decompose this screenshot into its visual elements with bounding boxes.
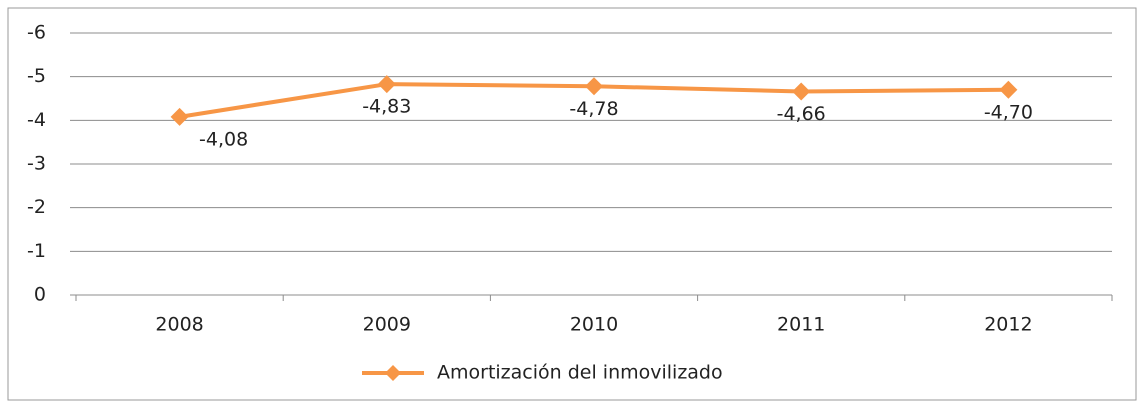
y-tick-label: -2: [27, 196, 46, 218]
x-tick-label: 2008: [155, 314, 203, 336]
data-point: [170, 107, 189, 126]
x-tick-label: 2011: [777, 314, 825, 336]
y-tick-label: -1: [27, 240, 46, 262]
data-point: [585, 77, 603, 96]
data-label: -4,70: [984, 101, 1033, 123]
y-tick-label: -5: [27, 65, 46, 87]
y-tick-label: -6: [27, 22, 46, 44]
data-point: [792, 82, 811, 101]
y-tick-label: -4: [27, 109, 46, 131]
data-label: -4,66: [777, 103, 826, 125]
data-label: -4,78: [569, 98, 618, 120]
legend-marker: [385, 365, 401, 381]
data-point: [377, 75, 396, 94]
legend-label: Amortización del inmovilizado: [437, 362, 723, 384]
data-point: [999, 80, 1018, 99]
chart-frame: [7, 7, 1137, 401]
x-tick-label: 2009: [363, 314, 411, 336]
data-label: -4,08: [199, 128, 248, 150]
x-tick-label: 2010: [570, 314, 618, 336]
data-label: -4,83: [362, 96, 411, 118]
y-tick-label: -3: [27, 153, 46, 175]
y-tick-label: 0: [34, 284, 46, 306]
x-tick-label: 2012: [984, 314, 1032, 336]
